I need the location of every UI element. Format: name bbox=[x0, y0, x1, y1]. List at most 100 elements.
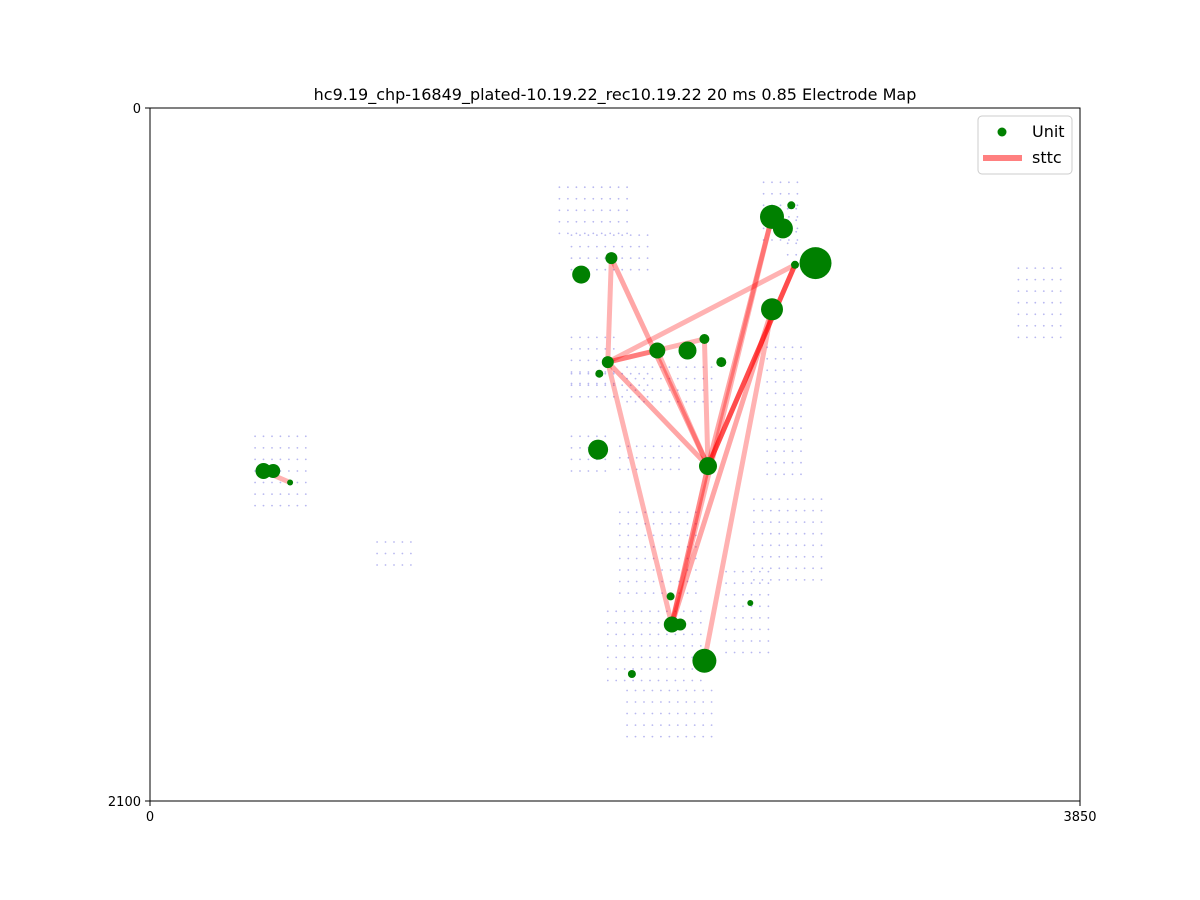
electrode-dot bbox=[615, 679, 618, 682]
electrode-dot bbox=[676, 366, 679, 368]
electrode-dot bbox=[634, 724, 637, 726]
electrode-dot bbox=[634, 735, 637, 738]
electrode-dot bbox=[725, 640, 727, 642]
electrode-dot bbox=[803, 544, 806, 547]
electrode-dot bbox=[795, 544, 798, 547]
electrode-dot bbox=[786, 532, 789, 535]
electrode-dot bbox=[778, 567, 781, 570]
electrode-dot bbox=[783, 438, 785, 441]
electrode-dot bbox=[796, 192, 799, 195]
electrode-dot bbox=[750, 651, 753, 654]
electrode-dot bbox=[693, 400, 696, 403]
electrode-dot bbox=[796, 227, 799, 230]
electrode-dot bbox=[660, 400, 662, 403]
unit-marker bbox=[572, 265, 591, 284]
electrode-dot bbox=[1034, 290, 1037, 292]
electrode-dot bbox=[774, 357, 777, 360]
electrode-dot bbox=[674, 633, 677, 636]
electrode-dot bbox=[660, 689, 662, 692]
electrode-dot bbox=[1059, 278, 1062, 281]
electrode-dot bbox=[769, 579, 772, 581]
electrode-dot bbox=[800, 461, 802, 464]
electrode-dot bbox=[596, 268, 598, 271]
electrode-dot bbox=[786, 207, 789, 210]
electrode-dot bbox=[695, 546, 697, 548]
electrode-dot bbox=[795, 207, 798, 210]
electrode-dot bbox=[621, 268, 624, 271]
electrode-dot bbox=[774, 427, 777, 429]
electrode-dot bbox=[767, 651, 770, 654]
electrode-dot bbox=[626, 689, 628, 692]
electrode-dot bbox=[609, 220, 612, 223]
electrode-dot bbox=[762, 192, 765, 195]
electrode-dot bbox=[262, 504, 265, 507]
electrode-dot bbox=[800, 369, 802, 372]
electrode-dot bbox=[600, 186, 603, 189]
sttc-edge bbox=[705, 214, 775, 469]
electrode-dot bbox=[558, 186, 561, 189]
electrode-dot bbox=[587, 435, 590, 438]
electrode-dot bbox=[626, 220, 628, 223]
electrode-dot bbox=[575, 186, 578, 189]
electrode-dot bbox=[657, 656, 660, 659]
electrode-dot bbox=[570, 384, 573, 387]
electrode-dot bbox=[691, 621, 694, 624]
electrode-dot bbox=[766, 381, 769, 383]
electrode-dot bbox=[812, 567, 814, 570]
electrode-dot bbox=[629, 257, 632, 259]
electrode-dot bbox=[803, 521, 806, 523]
electrode-dot bbox=[1051, 267, 1054, 269]
electrode-dot bbox=[693, 712, 696, 715]
electrode-dot bbox=[742, 593, 744, 596]
electrode-dot bbox=[1034, 324, 1037, 327]
electrode-dot bbox=[651, 400, 654, 403]
electrode-dot bbox=[618, 511, 621, 514]
unit-marker bbox=[605, 252, 618, 265]
electrode-dot bbox=[635, 580, 638, 583]
electrode-dot bbox=[606, 656, 609, 659]
electrode-dot bbox=[766, 450, 769, 453]
electrode-dot bbox=[271, 493, 273, 495]
electrode-dot bbox=[820, 509, 823, 512]
electrode-dot bbox=[699, 633, 702, 636]
electrode-dot bbox=[612, 382, 615, 385]
electrode-dot bbox=[612, 395, 615, 398]
electrode-dot bbox=[604, 245, 607, 248]
sttc-edge bbox=[701, 306, 775, 664]
electrode-dot bbox=[640, 645, 643, 647]
electrode-dot bbox=[570, 348, 573, 350]
electrode-dot bbox=[668, 389, 671, 391]
electrode-dot bbox=[570, 371, 573, 373]
electrode-dot bbox=[800, 346, 802, 349]
electrode-dot bbox=[579, 234, 581, 237]
electrode-dot bbox=[583, 186, 586, 189]
electrode-dot bbox=[587, 257, 590, 259]
electrode-dot bbox=[592, 220, 595, 223]
electrode-dot bbox=[627, 580, 630, 583]
electrode-dot bbox=[685, 724, 688, 726]
electrode-dot bbox=[767, 582, 770, 585]
electrode-dot bbox=[640, 668, 643, 670]
electrode-dot bbox=[254, 493, 256, 495]
electrode-dot bbox=[579, 245, 581, 248]
electrode-dot bbox=[682, 679, 685, 682]
electrode-dot bbox=[783, 461, 785, 464]
electrode-dot bbox=[627, 569, 630, 571]
electrode-dot bbox=[643, 724, 645, 726]
electrode-dot bbox=[596, 348, 598, 350]
electrode-dot bbox=[612, 268, 615, 271]
electrode-dot bbox=[657, 633, 660, 636]
electrode-dot bbox=[795, 509, 798, 512]
electrode-dot bbox=[1017, 324, 1020, 327]
electrode-dot bbox=[710, 389, 713, 391]
electrode-dot bbox=[629, 245, 632, 248]
electrode-dot bbox=[725, 570, 727, 573]
electrode-dot bbox=[1051, 336, 1054, 339]
electrode-dot bbox=[652, 546, 655, 548]
electrode-dot bbox=[678, 511, 680, 514]
electrode-dot bbox=[766, 415, 769, 418]
electrode-dot bbox=[567, 209, 569, 212]
electrode-dot bbox=[693, 689, 696, 692]
sttc-edge bbox=[605, 348, 660, 365]
electrode-dot bbox=[635, 468, 638, 471]
